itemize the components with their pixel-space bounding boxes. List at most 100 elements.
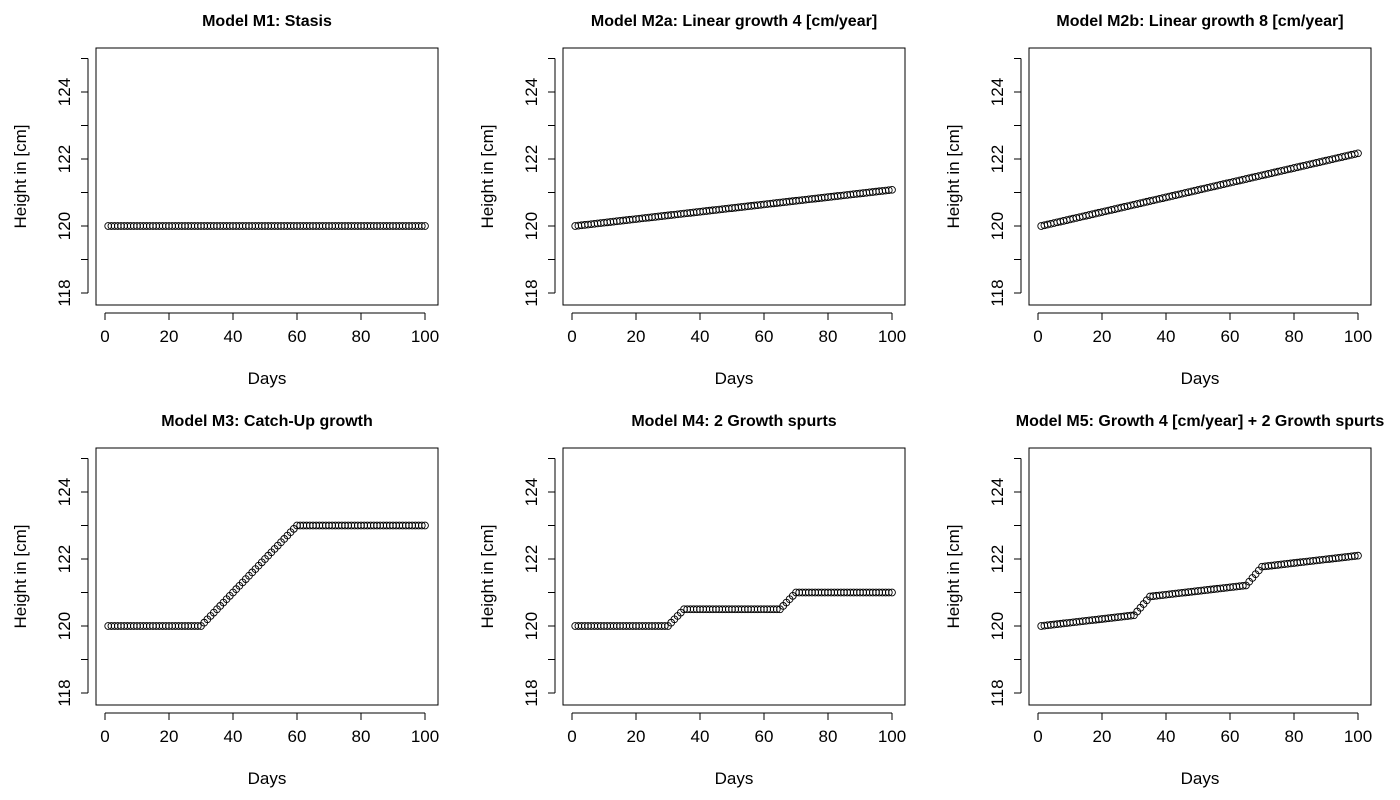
x-tick-label: 60 <box>755 327 774 346</box>
x-axis-label: Days <box>1181 369 1220 388</box>
x-axis-label: Days <box>1181 769 1220 788</box>
y-tick-label: 122 <box>988 545 1007 573</box>
x-tick-label: 40 <box>691 327 710 346</box>
y-tick-label: 118 <box>55 279 74 306</box>
data-point <box>1350 552 1359 560</box>
x-tick-label: 60 <box>288 727 307 746</box>
chart-title: Model M3: Catch-Up growth <box>161 413 373 430</box>
chart-panel-6: Model M5: Growth 4 [cm/year] + 2 Growth … <box>944 413 1384 788</box>
series-points <box>104 222 429 230</box>
chart-panel-2: Model M2a: Linear growth 4 [cm/year] 0 20 4… <box>478 13 906 388</box>
x-axis-label: Days <box>248 369 287 388</box>
x-axis-label: Days <box>715 769 754 788</box>
y-tick-label: 118 <box>55 679 74 706</box>
y-axis-label: Height in [cm] <box>11 525 30 629</box>
x-tick-label: 100 <box>1344 727 1372 746</box>
data-point <box>417 521 426 530</box>
x-tick-label: 0 <box>100 327 109 346</box>
x-tick-label: 0 <box>100 727 109 746</box>
plot-frame <box>1028 447 1372 706</box>
x-tick-label: 100 <box>411 327 439 346</box>
x-axis-label: Days <box>715 369 754 388</box>
data-point <box>888 588 896 597</box>
x-tick-label: 60 <box>1221 727 1240 746</box>
x-tick-label: 80 <box>819 727 838 746</box>
data-point <box>421 521 429 530</box>
plot-frame <box>1028 47 1372 306</box>
y-tick-label: 122 <box>522 145 541 173</box>
data-point <box>193 622 202 630</box>
x-tick-label: 20 <box>160 727 179 746</box>
chart-title: Model M1: Stasis <box>202 13 332 30</box>
data-point <box>421 222 429 230</box>
y-axis-label: Height in [cm] <box>478 525 497 629</box>
y-axis-label: Height in [cm] <box>11 125 30 229</box>
x-tick-label: 80 <box>1285 327 1304 346</box>
y-tick-label: 124 <box>55 478 74 506</box>
y-tick-label: 122 <box>55 545 74 573</box>
y-tick-label: 124 <box>522 478 541 506</box>
x-tick-label: 100 <box>411 727 439 746</box>
y-axis-label: Height in [cm] <box>478 125 497 229</box>
x-tick-label: 20 <box>627 327 646 346</box>
chart-panel-1: Model M1: Stasis 0 20 40 60 80 100 118 120 122 124… <box>11 13 439 388</box>
y-tick-label: 120 <box>55 212 74 240</box>
chart-panel-3: Model M2b: Linear growth 8 [cm/year] 0 20 4… <box>944 13 1372 388</box>
x-tick-label: 0 <box>567 327 576 346</box>
x-tick-label: 100 <box>878 727 906 746</box>
series-points <box>571 588 896 630</box>
y-tick-label: 124 <box>55 78 74 106</box>
series-points <box>571 185 896 230</box>
series-points <box>1037 551 1362 630</box>
data-point <box>888 185 896 194</box>
y-tick-label: 118 <box>522 279 541 306</box>
x-tick-label: 40 <box>1157 727 1176 746</box>
x-tick-label: 100 <box>878 327 906 346</box>
x-tick-label: 100 <box>1344 327 1372 346</box>
x-tick-label: 40 <box>224 727 243 746</box>
x-tick-label: 0 <box>567 727 576 746</box>
data-point <box>1354 551 1362 560</box>
data-point <box>417 222 426 230</box>
x-tick-label: 0 <box>1033 727 1042 746</box>
chart-panel-5: Model M4: 2 Growth spurts 0 20 40 60 80 100 118… <box>478 413 906 788</box>
x-tick-label: 0 <box>1033 327 1042 346</box>
x-tick-label: 20 <box>627 727 646 746</box>
y-tick-label: 118 <box>522 679 541 706</box>
data-point <box>1238 581 1247 590</box>
x-tick-label: 20 <box>1093 727 1112 746</box>
y-tick-label: 120 <box>522 612 541 640</box>
x-tick-label: 60 <box>755 727 774 746</box>
x-tick-label: 60 <box>288 327 307 346</box>
data-point <box>884 186 893 195</box>
x-tick-label: 40 <box>1157 327 1176 346</box>
x-axis-label: Days <box>248 769 287 788</box>
chart-panel-4: Model M3: Catch-Up growth 0 20 40 60 80 100 118… <box>11 413 439 788</box>
y-tick-label: 118 <box>988 279 1007 306</box>
plot-frame <box>562 47 906 306</box>
y-tick-label: 120 <box>988 212 1007 240</box>
x-tick-label: 40 <box>224 327 243 346</box>
x-tick-label: 80 <box>352 327 371 346</box>
x-tick-label: 20 <box>160 327 179 346</box>
y-tick-label: 122 <box>522 545 541 573</box>
y-tick-label: 124 <box>988 478 1007 506</box>
chart-title: Model M2a: Linear growth 4 [cm/year] <box>591 13 877 30</box>
data-point <box>660 622 669 630</box>
data-point <box>884 588 893 597</box>
chart-title: Model M5: Growth 4 [cm/year] + 2 Growth … <box>1016 413 1385 430</box>
series-points <box>104 521 429 630</box>
y-tick-label: 124 <box>522 78 541 106</box>
data-point <box>1354 149 1362 158</box>
y-axis-label: Height in [cm] <box>944 125 963 229</box>
x-tick-label: 20 <box>1093 327 1112 346</box>
x-tick-label: 80 <box>819 327 838 346</box>
y-tick-label: 124 <box>988 78 1007 106</box>
y-tick-label: 118 <box>988 679 1007 706</box>
chart-title: Model M2b: Linear growth 8 [cm/year] <box>1056 13 1343 30</box>
x-tick-label: 60 <box>1221 327 1240 346</box>
data-point <box>772 605 781 614</box>
chart-title: Model M4: 2 Growth spurts <box>631 413 836 430</box>
data-point <box>1126 611 1135 620</box>
